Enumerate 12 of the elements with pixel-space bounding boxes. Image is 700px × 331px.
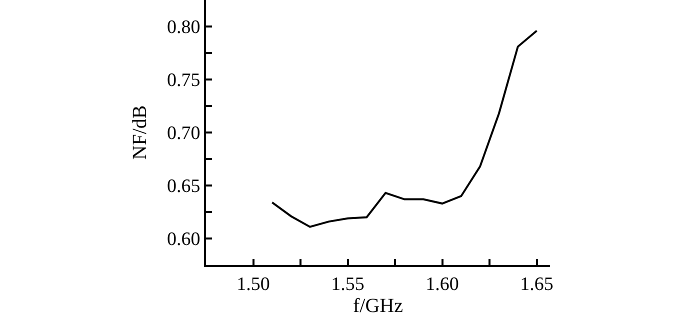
y-tick-label: 0.70: [166, 123, 200, 144]
x-axis-title: f/GHz: [353, 294, 404, 317]
y-tick-label: 0.80: [166, 17, 200, 38]
y-tick-label: 0.75: [166, 70, 200, 92]
y-axis-title: NF/dB: [128, 105, 151, 160]
y-tick-label: 0.60: [166, 229, 200, 250]
x-tick-label: 1.55: [331, 274, 364, 295]
x-tick-label: 1.60: [426, 274, 459, 295]
line-series: [271, 30, 538, 228]
x-tick-label: 1.50: [236, 274, 270, 295]
y-tick-label: 0.65: [166, 176, 200, 198]
x-tick-label: 1.65: [520, 274, 554, 295]
